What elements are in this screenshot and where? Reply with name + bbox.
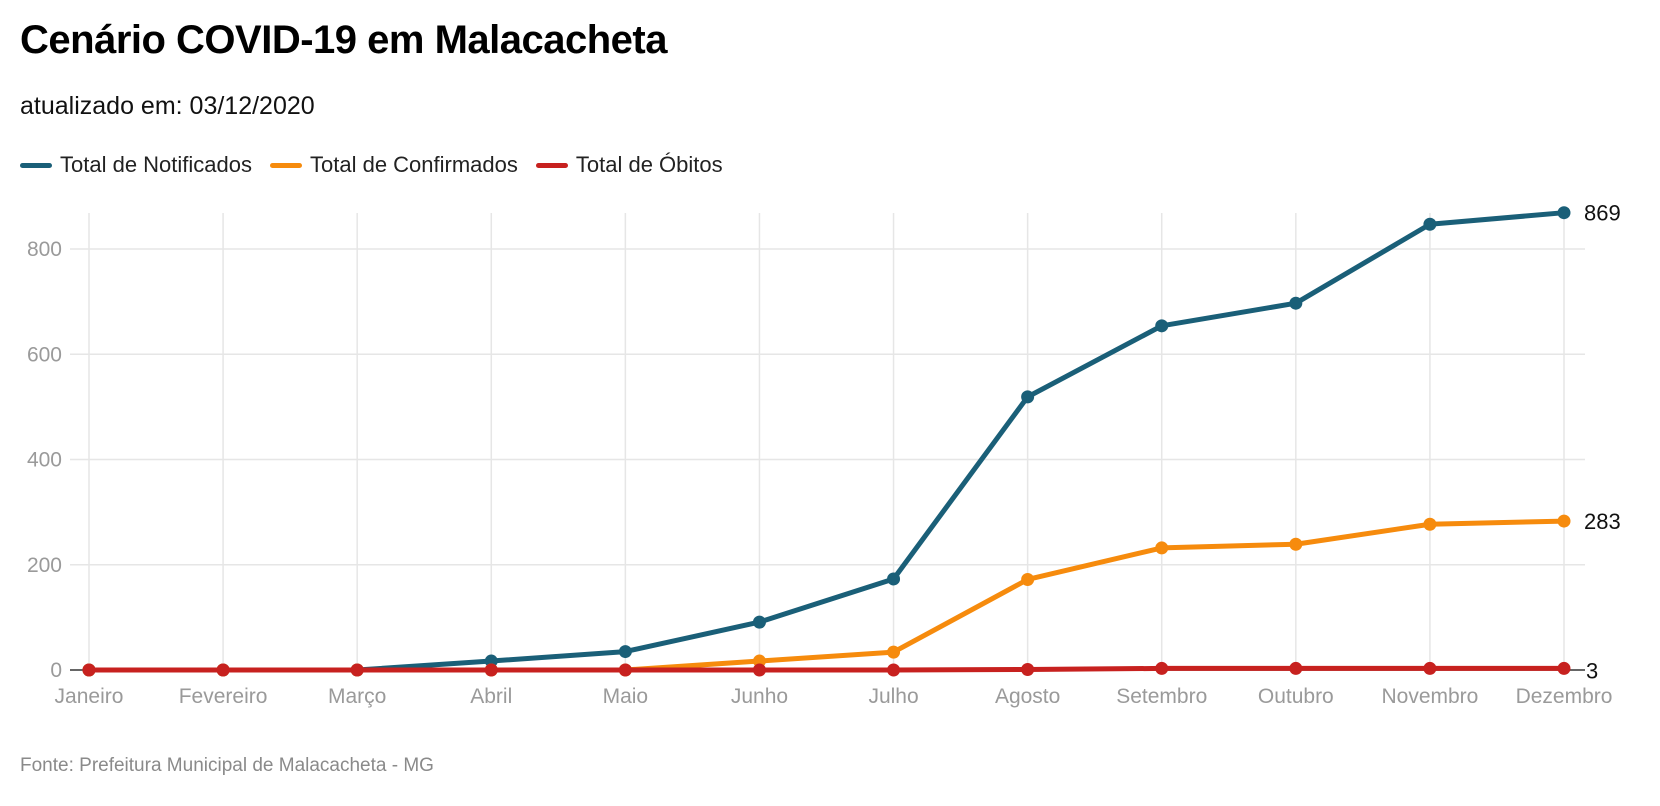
- data-point: [1155, 541, 1169, 555]
- legend-label-notificados: Total de Notificados: [60, 152, 252, 177]
- data-point: [618, 663, 632, 677]
- legend-item-confirmados: Total de Confirmados: [270, 152, 518, 178]
- end-value-label: 869: [1584, 201, 1621, 226]
- legend-label-confirmados: Total de Confirmados: [310, 152, 518, 177]
- legend-swatch-obitos: [535, 162, 568, 168]
- series-line-1: [86, 518, 1567, 673]
- legend-label-obitos: Total de Óbitos: [575, 152, 723, 177]
- x-tick-label: Outubro: [1258, 685, 1334, 708]
- data-point: [1557, 514, 1571, 528]
- data-point: [1289, 661, 1303, 675]
- chart-legend: Total de Notificados Total de Confirmado…: [20, 152, 741, 178]
- x-tick-label: Janeiro: [55, 685, 124, 708]
- series-line-2: [86, 665, 1567, 673]
- data-point: [82, 663, 96, 677]
- data-point: [484, 654, 498, 668]
- data-point: [752, 654, 766, 668]
- data-point: [1557, 661, 1571, 675]
- y-tick-label: 0: [50, 659, 62, 682]
- x-tick-label: Julho: [868, 685, 918, 708]
- data-point: [1021, 572, 1035, 586]
- data-point: [1155, 319, 1169, 333]
- data-point: [887, 572, 901, 586]
- data-point: [216, 663, 230, 677]
- data-point: [1021, 390, 1035, 404]
- chart-source: Fonte: Prefeitura Municipal de Malacache…: [20, 755, 434, 776]
- data-point: [1423, 661, 1437, 675]
- end-value-label: 3: [1586, 658, 1598, 683]
- legend-swatch-confirmados: [270, 162, 302, 168]
- series-line-0: [86, 210, 1567, 673]
- x-tick-label: Maio: [603, 685, 649, 708]
- x-tick-label: Dezembro: [1516, 685, 1613, 708]
- data-point: [1289, 296, 1303, 310]
- label-layer: 0 200 400 600 800 Janeiro Fevereiro Março Abril M…: [27, 201, 1621, 708]
- data-point: [1289, 537, 1303, 551]
- data-point: [1423, 217, 1437, 231]
- y-tick-label: 200: [27, 554, 62, 577]
- y-tick-label: 400: [27, 449, 62, 472]
- x-tick-label: Junho: [731, 685, 788, 708]
- end-value-label: 283: [1584, 509, 1621, 534]
- data-point: [1155, 661, 1169, 675]
- chart-subtitle: atualizado em: 03/12/2020: [20, 92, 315, 120]
- x-tick-label: Fevereiro: [179, 685, 268, 708]
- data-point: [618, 645, 632, 659]
- data-point: [887, 663, 901, 677]
- x-tick-label: Novembro: [1381, 685, 1478, 708]
- data-point: [752, 663, 766, 677]
- data-point: [350, 663, 364, 677]
- data-point: [1423, 517, 1437, 531]
- chart-title: Cenário COVID-19 em Malacacheta: [20, 18, 667, 62]
- y-tick-label: 800: [27, 238, 62, 261]
- data-point: [1557, 206, 1571, 220]
- x-tick-label: Março: [328, 685, 386, 708]
- data-point: [887, 645, 901, 659]
- series-layer: [82, 206, 1571, 677]
- legend-item-notificados: Total de Notificados: [20, 152, 252, 178]
- x-tick-label: Agosto: [995, 685, 1060, 708]
- x-tick-label: Abril: [470, 685, 512, 708]
- data-point: [752, 615, 766, 629]
- data-point: [1021, 662, 1035, 676]
- legend-swatch-notificados: [20, 162, 52, 168]
- legend-item-obitos: Total de Óbitos: [535, 152, 723, 178]
- y-tick-label: 600: [27, 343, 62, 366]
- x-tick-label: Setembro: [1116, 685, 1207, 708]
- data-point: [484, 663, 498, 677]
